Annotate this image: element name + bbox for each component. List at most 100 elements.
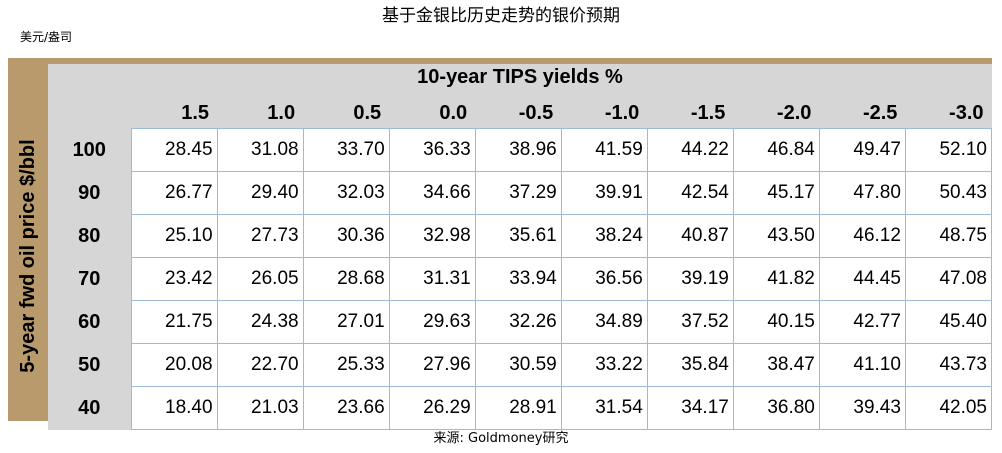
row-axis-band	[8, 90, 48, 421]
row-header-3: 70	[78, 267, 101, 290]
value-cell: 24.38	[216, 300, 304, 344]
column-header-7: -2.0	[776, 102, 812, 124]
table-row: 60 21.75 24.38 27.01 29.63 32.26 34.89 37.52 40.…	[48, 300, 993, 344]
value-cell: 20.08	[130, 343, 218, 387]
table-row: 40 18.40 21.03 23.66 26.29 28.91 31.54 34.17 36.…	[48, 386, 993, 430]
value-cell: 30.36	[302, 214, 390, 258]
column-header-8: -2.5	[862, 102, 898, 124]
value-cell: 34.89	[560, 300, 648, 344]
value-cell: 47.80	[818, 171, 906, 215]
value-cell: 21.75	[130, 300, 218, 344]
column-header-0: 1.5	[181, 102, 210, 124]
value-cell: 23.42	[130, 257, 218, 301]
value-cell: 38.24	[560, 214, 648, 258]
value-cell: 26.77	[130, 171, 218, 215]
value-cell: 45.17	[732, 171, 820, 215]
value-cell: 22.70	[216, 343, 304, 387]
value-cell: 28.91	[474, 386, 562, 430]
column-header-2: 0.5	[353, 102, 382, 124]
table-row: 100 28.45 31.08 33.70 36.33 38.96 41.59 44.22 46…	[48, 128, 993, 172]
value-cell: 28.45	[130, 128, 218, 172]
table-body: 100 28.45 31.08 33.70 36.33 38.96 41.59 44.22 46…	[48, 128, 993, 430]
value-cell: 29.40	[216, 171, 304, 215]
value-cell: 25.33	[302, 343, 390, 387]
value-cell: 26.05	[216, 257, 304, 301]
value-cell: 41.10	[818, 343, 906, 387]
value-cell: 34.66	[388, 171, 476, 215]
value-cell: 23.66	[302, 386, 390, 430]
source-note: 来源: Goldmoney研究	[433, 431, 569, 446]
column-header-6: -1.5	[690, 102, 726, 124]
value-cell: 37.29	[474, 171, 562, 215]
row-header-6: 40	[78, 396, 101, 419]
row-axis-header: 5-year fwd oil price $/bbl	[17, 138, 39, 373]
table-row: 70 23.42 26.05 28.68 31.31 33.94 36.56 39.19 41.…	[48, 257, 993, 301]
value-cell: 26.29	[388, 386, 476, 430]
value-cell: 38.96	[474, 128, 562, 172]
value-cell: 37.52	[646, 300, 734, 344]
value-cell: 42.77	[818, 300, 906, 344]
value-cell: 33.22	[560, 343, 648, 387]
value-cell: 36.33	[388, 128, 476, 172]
value-cell: 39.19	[646, 257, 734, 301]
column-header-1: 1.0	[267, 102, 296, 124]
value-cell: 40.87	[646, 214, 734, 258]
value-cell: 38.47	[732, 343, 820, 387]
column-header-9: -3.0	[949, 102, 984, 124]
value-cell: 48.75	[904, 214, 993, 258]
value-cell: 47.08	[904, 257, 993, 301]
value-cell: 31.08	[216, 128, 304, 172]
value-cell: 40.15	[732, 300, 820, 344]
row-header-4: 60	[78, 310, 101, 333]
value-cell: 32.98	[388, 214, 476, 258]
value-cell: 25.10	[130, 214, 218, 258]
row-header-1: 90	[78, 181, 101, 204]
value-cell: 43.73	[904, 343, 993, 387]
row-header-2: 80	[78, 224, 101, 247]
value-cell: 42.05	[904, 386, 993, 430]
value-cell: 28.68	[302, 257, 390, 301]
value-cell: 35.84	[646, 343, 734, 387]
value-cell: 31.31	[388, 257, 476, 301]
value-cell: 52.10	[904, 128, 993, 172]
value-cell: 36.80	[732, 386, 820, 430]
value-cell: 32.03	[302, 171, 390, 215]
table-row: 90 26.77 29.40 32.03 34.66 37.29 39.91 42.54 45.…	[48, 171, 993, 215]
table-row: 50 20.08 22.70 25.33 27.96 30.59 33.22 35.84 38.…	[48, 343, 993, 387]
corner-cell	[48, 90, 131, 129]
value-cell: 27.96	[388, 343, 476, 387]
value-cell: 41.82	[732, 257, 820, 301]
value-cell: 44.45	[818, 257, 906, 301]
column-header-row: 1.5 1.0 0.5 0.0 -0.5 -1.0 -1.5 -2.0 -2.5 -3.0	[48, 90, 992, 129]
value-cell: 50.43	[904, 171, 993, 215]
table-row: 80 25.10 27.73 30.36 32.98 35.61 38.24 40.87 43.…	[48, 214, 993, 258]
value-cell: 43.50	[732, 214, 820, 258]
value-cell: 41.59	[560, 128, 648, 172]
value-cell: 49.47	[818, 128, 906, 172]
value-cell: 21.03	[216, 386, 304, 430]
value-cell: 44.22	[646, 128, 734, 172]
value-cell: 33.70	[302, 128, 390, 172]
value-cell: 45.40	[904, 300, 993, 344]
value-cell: 35.61	[474, 214, 562, 258]
row-header-0: 100	[72, 138, 106, 161]
column-header-3: 0.0	[439, 102, 468, 124]
unit-label: 美元/盎司	[20, 30, 73, 44]
value-cell: 46.84	[732, 128, 820, 172]
value-cell: 39.43	[818, 386, 906, 430]
chart-title: 基于金银比历史走势的银价预期	[382, 6, 620, 26]
value-cell: 36.56	[560, 257, 648, 301]
value-cell: 39.91	[560, 171, 648, 215]
value-cell: 46.12	[818, 214, 906, 258]
value-cell: 31.54	[560, 386, 648, 430]
projection-table: 1.5 1.0 0.5 0.0 -0.5 -1.0 -1.5 -2.0 -2.5 -3.0 100…	[48, 90, 993, 430]
column-header-5: -1.0	[604, 102, 640, 124]
value-cell: 34.17	[646, 386, 734, 430]
value-cell: 30.59	[474, 343, 562, 387]
value-cell: 32.26	[474, 300, 562, 344]
column-header-4: -0.5	[518, 102, 554, 124]
value-cell: 42.54	[646, 171, 734, 215]
value-cell: 29.63	[388, 300, 476, 344]
row-header-5: 50	[78, 353, 101, 376]
value-cell: 27.01	[302, 300, 390, 344]
